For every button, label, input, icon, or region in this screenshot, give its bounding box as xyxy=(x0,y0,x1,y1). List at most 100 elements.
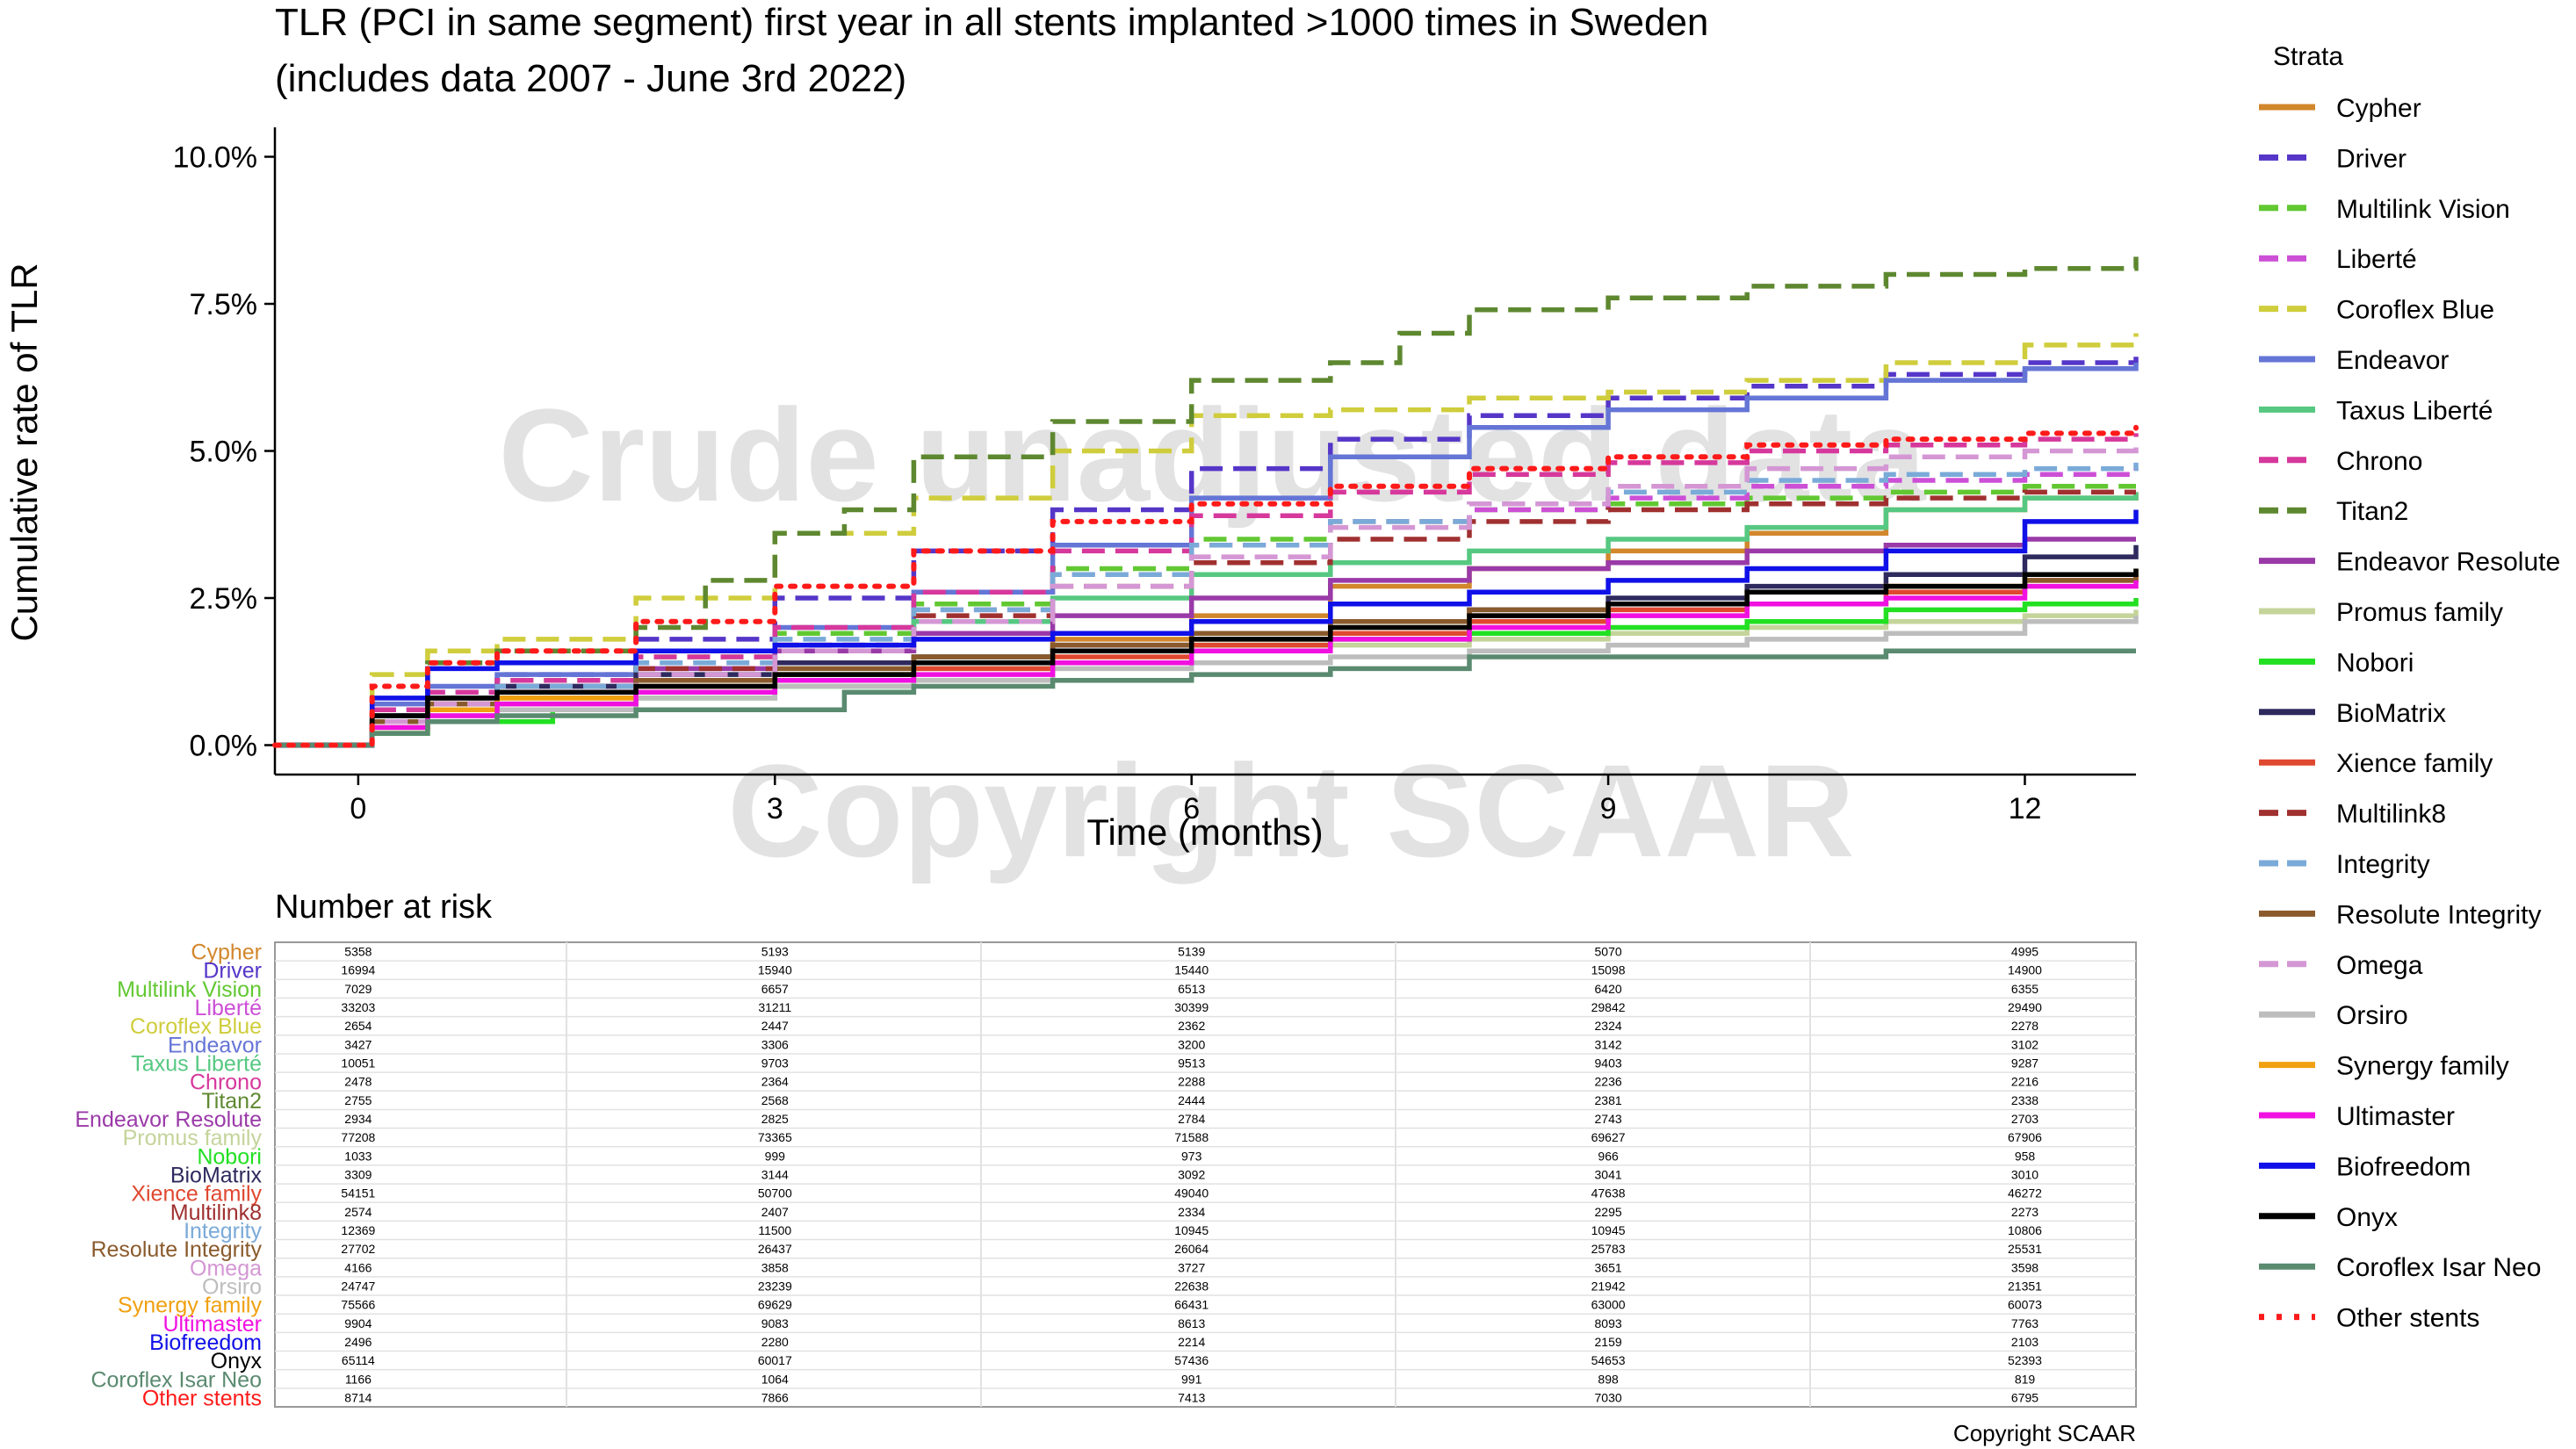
risk-cell: 819 xyxy=(2015,1372,2036,1386)
legend-label-ultimaster: Ultimaster xyxy=(2336,1102,2455,1131)
legend-label-biofreedom: Biofreedom xyxy=(2336,1152,2471,1181)
risk-table-grid xyxy=(275,942,2136,1407)
risk-cell: 21942 xyxy=(1591,1279,1626,1293)
risk-cell: 2703 xyxy=(2011,1112,2038,1126)
x-tick-label: 12 xyxy=(2009,792,2042,825)
risk-cell: 50700 xyxy=(758,1186,792,1200)
legend-label-nobori: Nobori xyxy=(2336,648,2414,677)
risk-cell: 991 xyxy=(1181,1372,1202,1386)
risk-cell: 3651 xyxy=(1595,1260,1622,1274)
risk-cell: 2825 xyxy=(761,1112,789,1126)
risk-cell: 49040 xyxy=(1174,1186,1209,1200)
risk-cell: 1166 xyxy=(345,1372,372,1386)
risk-table-frame xyxy=(274,941,2137,1408)
risk-cell: 2654 xyxy=(344,1019,372,1033)
risk-row-label: Xience family xyxy=(131,1182,262,1207)
risk-row-label: Endeavor xyxy=(168,1033,262,1057)
watermark-line-2: Copyright SCAAR xyxy=(727,737,1854,884)
risk-row-label: Integrity xyxy=(184,1219,262,1244)
risk-cell: 2478 xyxy=(344,1075,372,1089)
risk-cell: 7029 xyxy=(344,982,372,996)
risk-cell: 75566 xyxy=(341,1298,375,1312)
risk-row-label: Resolute Integrity xyxy=(90,1237,262,1262)
y-axis-label: Cumulative rate of TLR xyxy=(4,263,45,641)
risk-cell: 30399 xyxy=(1174,1000,1209,1014)
risk-cell: 9513 xyxy=(1178,1056,1205,1071)
risk-cell: 69627 xyxy=(1591,1130,1626,1144)
risk-cell: 65114 xyxy=(342,1353,375,1367)
risk-cell: 3727 xyxy=(1178,1260,1205,1274)
risk-cell: 2280 xyxy=(761,1335,789,1349)
risk-row-label: Endeavor Resolute xyxy=(75,1107,262,1132)
legend-label-liberte: Liberté xyxy=(2336,245,2417,274)
risk-cell: 3200 xyxy=(1178,1037,1205,1051)
risk-cell: 7866 xyxy=(761,1390,789,1404)
risk-cell: 12369 xyxy=(341,1223,375,1237)
legend-label-orsiro: Orsiro xyxy=(2336,1001,2408,1030)
legend-label-taxus-liberte: Taxus Liberté xyxy=(2336,396,2493,425)
risk-row-label: Coroflex Isar Neo xyxy=(90,1367,262,1392)
risk-cell: 63000 xyxy=(1591,1298,1626,1312)
risk-cell: 6513 xyxy=(1178,982,1205,996)
legend-label-other-stents: Other stents xyxy=(2336,1304,2479,1333)
x-tick-label: 9 xyxy=(1600,792,1617,825)
risk-cell: 2103 xyxy=(2011,1335,2038,1349)
y-tick-label: 7.5% xyxy=(190,288,258,321)
risk-cell: 46272 xyxy=(2008,1186,2042,1200)
risk-cell: 7763 xyxy=(2011,1316,2038,1330)
risk-cell: 33203 xyxy=(341,1000,375,1014)
legend-label-endeavor-resolute: Endeavor Resolute xyxy=(2336,548,2560,577)
risk-cell: 66431 xyxy=(1174,1298,1209,1312)
series-line-omega xyxy=(275,444,2139,748)
risk-row-label: Orsiro xyxy=(202,1274,262,1299)
risk-cell: 29490 xyxy=(2008,1000,2042,1014)
x-axis-label: Time (months) xyxy=(1086,811,1323,853)
risk-cell: 73365 xyxy=(758,1130,792,1144)
risk-cell: 60073 xyxy=(2008,1298,2042,1312)
series-line-multilink8 xyxy=(275,489,2136,748)
risk-row-label: Other stents xyxy=(142,1386,262,1410)
risk-cell: 2447 xyxy=(761,1019,789,1033)
risk-table-cells: 5358 5193 5139 5070 4995 16994 15940 15440 15098… xyxy=(341,945,2042,1405)
risk-cell: 2362 xyxy=(1178,1019,1205,1033)
risk-cell: 999 xyxy=(765,1149,786,1163)
plot-area: 0.0% 2.5% 5.0% 7.5% 10.0% 0 3 6 9 12 Time (month… xyxy=(4,127,2139,853)
risk-cell: 5358 xyxy=(344,945,372,959)
risk-cell: 9083 xyxy=(761,1316,789,1330)
risk-cell: 10945 xyxy=(1591,1223,1626,1237)
risk-cell: 1033 xyxy=(344,1149,372,1163)
risk-cell: 3144 xyxy=(761,1168,789,1182)
risk-cell: 9287 xyxy=(2011,1056,2038,1071)
risk-cell: 2338 xyxy=(2011,1093,2038,1107)
risk-cell: 958 xyxy=(2015,1149,2036,1163)
legend-label-chrono: Chrono xyxy=(2336,447,2422,476)
y-tick-label: 2.5% xyxy=(190,582,258,616)
series-line-onyx xyxy=(275,568,2139,748)
risk-row-label: Promus family xyxy=(123,1126,263,1150)
risk-row-label: BioMatrix xyxy=(170,1164,263,1188)
y-tick-label: 0.0% xyxy=(190,730,258,763)
risk-cell: 3142 xyxy=(1595,1037,1622,1051)
series-line-promus-family xyxy=(275,609,2139,748)
risk-cell: 26064 xyxy=(1174,1242,1209,1256)
risk-cell: 31211 xyxy=(758,1000,791,1014)
series-lines xyxy=(272,256,2139,748)
risk-cell: 3041 xyxy=(1595,1168,1622,1182)
risk-cell: 3102 xyxy=(2011,1037,2038,1051)
risk-cell: 5070 xyxy=(1595,945,1622,959)
risk-cell: 6795 xyxy=(2011,1390,2038,1404)
risk-cell: 3306 xyxy=(761,1037,789,1051)
risk-cell: 3598 xyxy=(2011,1260,2038,1274)
legend-label-onyx: Onyx xyxy=(2336,1203,2398,1232)
risk-cell: 7030 xyxy=(1595,1390,1622,1404)
risk-cell: 67906 xyxy=(2008,1130,2042,1144)
risk-cell: 4166 xyxy=(344,1260,372,1274)
risk-cell: 5139 xyxy=(1178,945,1205,959)
risk-table-title: Number at risk xyxy=(275,889,493,926)
risk-cell: 8714 xyxy=(344,1390,372,1404)
risk-cell: 21351 xyxy=(2008,1279,2042,1293)
risk-cell: 54151 xyxy=(341,1186,375,1200)
risk-cell: 2784 xyxy=(1178,1112,1205,1126)
risk-cell: 2444 xyxy=(1178,1093,1205,1107)
risk-cell: 2295 xyxy=(1595,1205,1622,1219)
